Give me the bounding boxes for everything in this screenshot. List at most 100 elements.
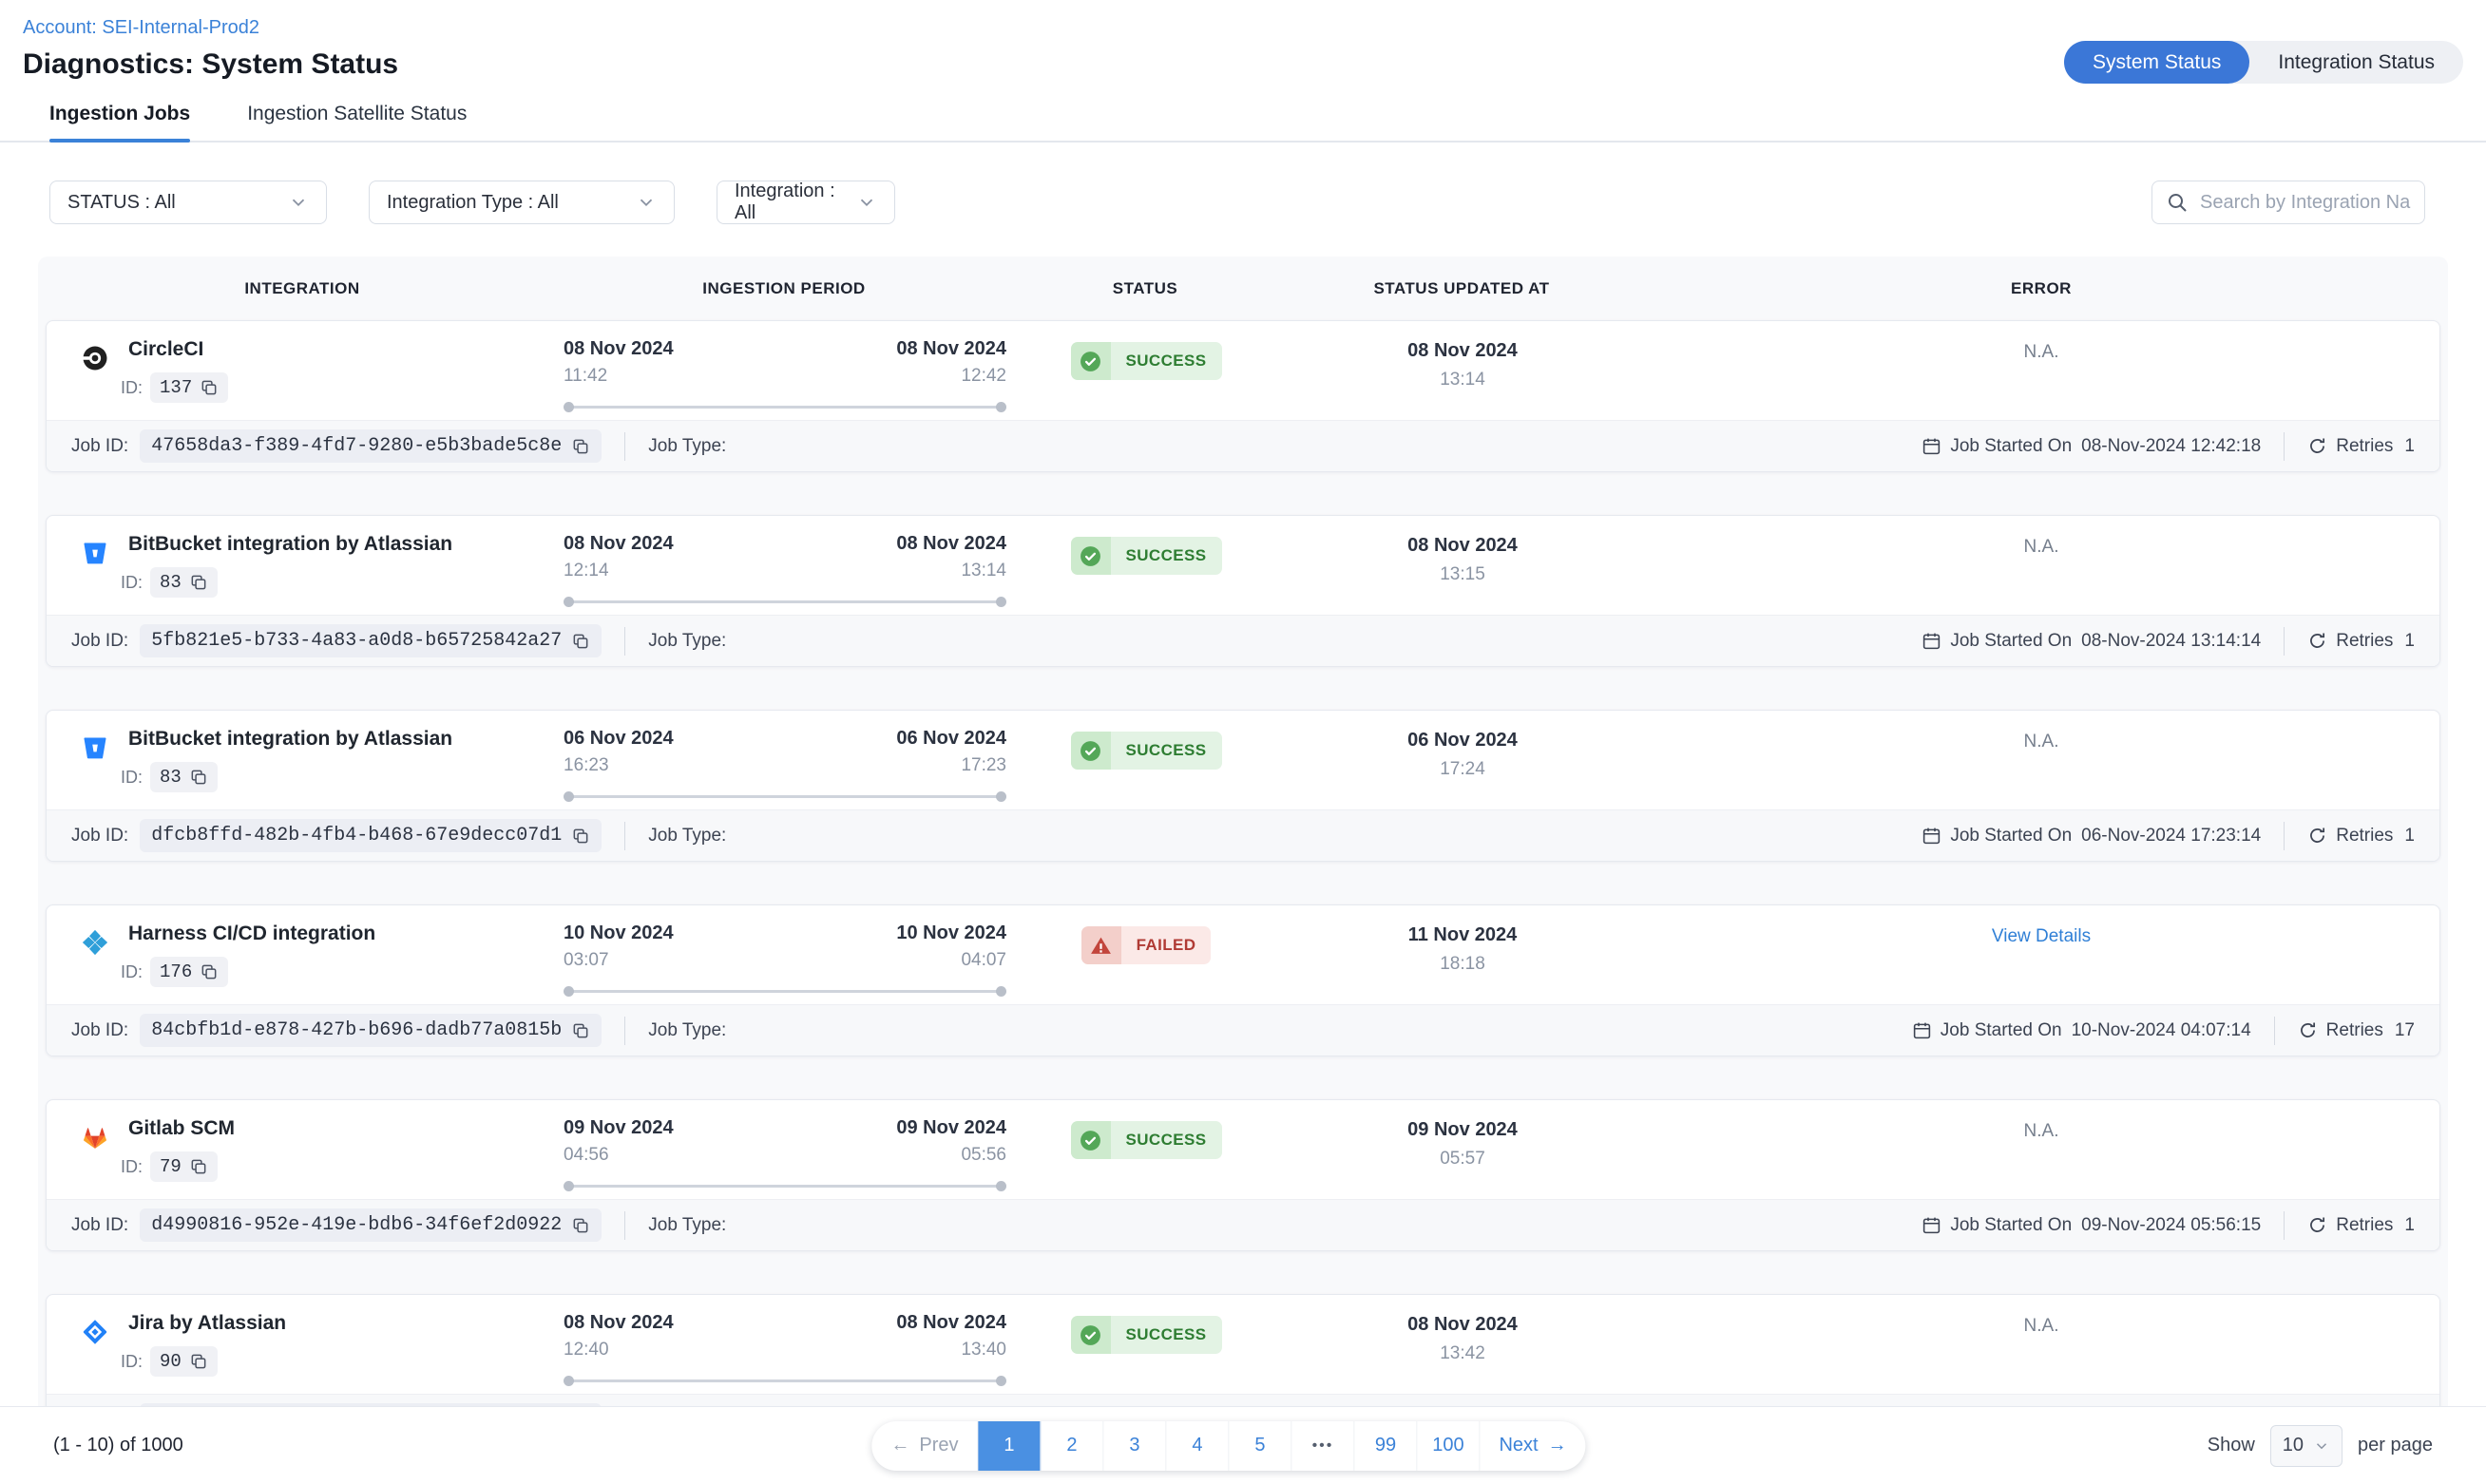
copy-icon[interactable] xyxy=(571,632,590,651)
job-started-on-label: Job Started On xyxy=(1950,630,2073,651)
search-icon xyxy=(2169,194,2187,212)
period-end-date: 06 Nov 2024 xyxy=(896,728,1006,749)
ingestion-period-cell: 06 Nov 2024 16:23 06 Nov 2024 17:23 xyxy=(560,728,1010,809)
page-button-99[interactable]: 99 xyxy=(1354,1420,1418,1471)
status-updated-cell: 09 Nov 2024 05:57 xyxy=(1282,1117,1643,1199)
job-type-label: Job Type: xyxy=(648,630,727,651)
copy-icon[interactable] xyxy=(189,1157,208,1176)
integration-status-toggle[interactable]: Integration Status xyxy=(2278,50,2435,73)
chevron-down-icon xyxy=(640,199,653,207)
status-text: SUCCESS xyxy=(1110,1316,1222,1354)
job-detail-strip: Job ID: 5fb821e5-b733-4a83-a0d8-b6572584… xyxy=(47,615,2439,666)
integration-type-filter-dropdown[interactable]: Integration Type : All xyxy=(369,181,675,224)
ingestion-period-cell: 08 Nov 2024 11:42 08 Nov 2024 12:42 xyxy=(560,338,1010,420)
search-box xyxy=(2151,181,2425,224)
prev-page-button[interactable]: ← Prev xyxy=(871,1420,979,1471)
retries-count: 1 xyxy=(2404,825,2415,846)
page-button-4[interactable]: 4 xyxy=(1166,1420,1230,1471)
period-start-date: 10 Nov 2024 xyxy=(564,923,674,943)
page-button-100[interactable]: 100 xyxy=(1417,1420,1481,1471)
retries-count: 1 xyxy=(2404,630,2415,651)
copy-icon[interactable] xyxy=(571,827,590,846)
integration-filter-label: Integration : All xyxy=(735,181,835,223)
job-id-label: Job ID: xyxy=(71,1019,129,1040)
status-badge: SUCCESS xyxy=(1070,537,1222,575)
tab-ingestion-jobs[interactable]: Ingestion Jobs xyxy=(49,103,191,143)
copy-icon[interactable] xyxy=(189,573,208,592)
period-end-date: 10 Nov 2024 xyxy=(896,923,1006,943)
page-ellipsis[interactable]: ••• xyxy=(1291,1420,1355,1471)
integration-id-chip: 90 xyxy=(150,1346,218,1377)
period-end-time: 17:23 xyxy=(961,755,1006,775)
retries-count: 17 xyxy=(2394,1019,2415,1040)
page-button-1[interactable]: 1 xyxy=(978,1420,1042,1471)
page-button-2[interactable]: 2 xyxy=(1041,1420,1104,1471)
arrow-left-icon: ← xyxy=(890,1435,910,1455)
copy-icon[interactable] xyxy=(571,437,590,456)
period-start-time: 11:42 xyxy=(564,366,608,386)
status-filter-dropdown[interactable]: STATUS : All xyxy=(49,181,327,224)
copy-icon[interactable] xyxy=(571,1216,590,1235)
id-label: ID: xyxy=(121,1351,143,1371)
integration-name: CircleCI xyxy=(128,338,204,360)
updated-date: 09 Nov 2024 xyxy=(1407,1119,1518,1140)
period-end-time: 05:56 xyxy=(961,1145,1006,1165)
updated-time: 17:24 xyxy=(1440,759,1485,779)
copy-icon[interactable] xyxy=(200,962,219,981)
page-button-5[interactable]: 5 xyxy=(1229,1420,1292,1471)
updated-date: 08 Nov 2024 xyxy=(1407,1314,1518,1335)
success-check-icon xyxy=(1070,732,1111,770)
job-id-value: dfcb8ffd-482b-4fb4-b468-67e9decc07d1 xyxy=(151,825,563,847)
chevron-down-icon xyxy=(2317,1442,2327,1449)
page-size-select[interactable]: 10 xyxy=(2269,1424,2343,1467)
job-started-on-value: 10-Nov-2024 04:07:14 xyxy=(2071,1019,2251,1040)
copy-icon[interactable] xyxy=(571,1021,590,1040)
harness-icon xyxy=(81,928,109,957)
period-start-date: 08 Nov 2024 xyxy=(564,1312,674,1333)
copy-icon[interactable] xyxy=(189,768,208,787)
search-input[interactable] xyxy=(2200,191,2411,214)
job-detail-strip: Job ID: 47658da3-f389-4fd7-9280-e5b3bade… xyxy=(47,420,2439,471)
integration-cell: BitBucket integration by Atlassian ID: 8… xyxy=(47,728,560,809)
status-badge: SUCCESS xyxy=(1070,342,1222,380)
next-label: Next xyxy=(1499,1435,1539,1455)
job-id-label: Job ID: xyxy=(71,630,129,651)
status-text: FAILED xyxy=(1120,926,1212,964)
period-end-time: 12:42 xyxy=(961,366,1006,386)
integration-name: Jira by Atlassian xyxy=(128,1312,287,1334)
status-badge: SUCCESS xyxy=(1070,1121,1222,1159)
page-button-3[interactable]: 3 xyxy=(1103,1420,1167,1471)
account-link[interactable]: Account: SEI-Internal-Prod2 xyxy=(23,17,260,38)
ingestion-period-slider xyxy=(564,986,1006,997)
status-text: SUCCESS xyxy=(1110,732,1222,770)
copy-icon[interactable] xyxy=(200,378,219,397)
error-cell[interactable]: View Details xyxy=(1991,926,2092,946)
tab-ingestion-satellite-status[interactable]: Ingestion Satellite Status xyxy=(247,103,468,124)
col-error: ERROR xyxy=(2011,278,2072,297)
retries-label: Retries xyxy=(2325,1019,2383,1040)
status-updated-cell: 11 Nov 2024 18:18 xyxy=(1282,923,1643,1004)
job-detail-strip: Job ID: dfcb8ffd-482b-4fb4-b468-67e9decc… xyxy=(47,809,2439,861)
jira-icon xyxy=(81,1318,109,1346)
col-ingestion-period: INGESTION PERIOD xyxy=(702,278,866,297)
next-page-button[interactable]: Next → xyxy=(1480,1421,1585,1471)
period-end-date: 08 Nov 2024 xyxy=(896,533,1006,554)
col-integration: INTEGRATION xyxy=(244,278,360,297)
status-badge: SUCCESS xyxy=(1070,1316,1222,1354)
page-header: Account: SEI-Internal-Prod2 Diagnostics:… xyxy=(0,0,2486,100)
divider xyxy=(2284,1210,2285,1240)
updated-time: 13:15 xyxy=(1440,564,1485,584)
period-start-time: 12:14 xyxy=(564,561,609,580)
copy-icon[interactable] xyxy=(189,1352,208,1371)
prev-label: Prev xyxy=(919,1435,959,1455)
integration-id-chip: 79 xyxy=(150,1151,218,1182)
per-page-control: Show 10 per page xyxy=(2208,1424,2433,1467)
job-id-value: 5fb821e5-b733-4a83-a0d8-b65725842a27 xyxy=(151,630,563,652)
integration-name: Harness CI/CD integration xyxy=(128,923,376,944)
ingestion-period-cell: 08 Nov 2024 12:14 08 Nov 2024 13:14 xyxy=(560,533,1010,615)
pager: ← Prev 1 2 3 4 5 ••• 99 100 Next → xyxy=(871,1420,1586,1471)
job-started-on-label: Job Started On xyxy=(1950,825,2073,846)
system-status-toggle[interactable]: System Status xyxy=(2064,41,2250,84)
bitbucket-icon xyxy=(81,733,109,762)
integration-filter-dropdown[interactable]: Integration : All xyxy=(717,181,895,224)
